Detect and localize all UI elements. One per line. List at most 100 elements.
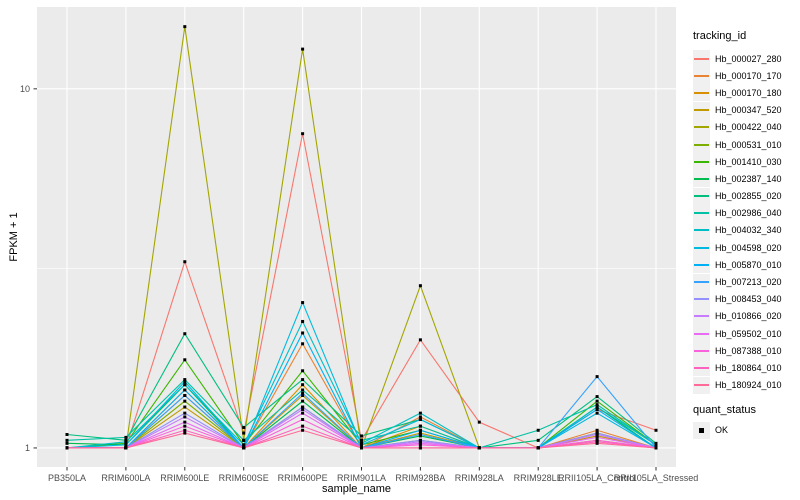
legend-key <box>693 376 710 394</box>
data-point <box>301 405 305 409</box>
data-point <box>65 438 69 442</box>
legend-line-swatch <box>694 143 709 146</box>
legend-key <box>693 307 710 325</box>
data-point <box>595 403 599 407</box>
data-point <box>301 378 305 382</box>
legend-key <box>693 290 710 308</box>
data-point <box>301 301 305 305</box>
legend-item: Hb_000422_040 <box>693 118 782 136</box>
data-point <box>183 260 187 264</box>
legend-line-swatch <box>694 366 709 369</box>
data-point <box>360 438 363 442</box>
data-point <box>183 411 187 415</box>
data-point <box>477 446 481 450</box>
data-point <box>418 428 422 432</box>
data-point <box>301 428 305 432</box>
legend-item-label: Hb_000531_010 <box>715 139 782 150</box>
x-tick-label: RRIM600PE <box>278 473 328 483</box>
legend-item-label: Hb_000170_180 <box>715 87 782 98</box>
x-tick-label: RRIM928LA <box>455 473 504 483</box>
legend-line-swatch <box>694 384 709 387</box>
legend-key <box>693 187 710 205</box>
data-point <box>595 435 599 439</box>
data-point <box>654 443 658 447</box>
data-point <box>183 393 187 397</box>
x-tick-label: RRIM928LE <box>514 473 563 483</box>
data-point <box>183 405 187 409</box>
legend-key <box>693 67 710 85</box>
x-tick-label: PB350LA <box>48 473 86 483</box>
legend-title-tracking-id: tracking_id <box>693 30 747 42</box>
data-point <box>418 440 422 444</box>
data-point <box>301 418 305 422</box>
legend-key <box>693 273 710 291</box>
legend-line-swatch <box>694 263 709 266</box>
legend-item: Hb_000170_170 <box>693 67 782 85</box>
data-point <box>242 431 246 435</box>
legend-line-swatch <box>694 281 709 284</box>
data-point <box>360 434 363 438</box>
legend-key <box>693 153 710 171</box>
data-point <box>301 411 305 415</box>
legend-item: Hb_008453_040 <box>693 290 782 308</box>
legend-item-ok: OK <box>693 421 782 439</box>
legend-item-label: Hb_005870_010 <box>715 259 782 270</box>
x-tick-label: RRIM600LE <box>160 473 209 483</box>
legend-item: Hb_007213_020 <box>693 273 782 291</box>
data-point <box>536 446 540 450</box>
legend-line-swatch <box>694 109 709 112</box>
legend-line-swatch <box>694 74 709 77</box>
data-point <box>183 399 187 403</box>
legend-line-swatch <box>694 195 709 198</box>
data-point <box>654 428 658 432</box>
legend-item-label: Hb_002855_020 <box>715 191 782 202</box>
data-point <box>418 443 422 447</box>
data-point <box>595 405 599 409</box>
data-point <box>301 319 305 323</box>
legend-item: Hb_004032_340 <box>693 221 782 239</box>
data-point <box>595 395 599 399</box>
data-point <box>595 440 599 444</box>
data-point <box>183 431 187 435</box>
legend-line-swatch <box>694 160 709 163</box>
data-point <box>183 424 187 428</box>
data-point <box>360 441 363 445</box>
legend-item-label: Hb_180924_010 <box>715 380 782 391</box>
legend-item: Hb_001410_030 <box>693 153 782 171</box>
legend-line-swatch <box>694 91 709 94</box>
legend-item-label: Hb_008453_040 <box>715 294 782 305</box>
legend-item-label: Hb_180864_010 <box>715 362 782 373</box>
data-point <box>418 433 422 437</box>
data-point <box>183 420 187 424</box>
legend-key <box>693 136 710 154</box>
data-point <box>654 446 658 450</box>
legend-item-label: Hb_087388_010 <box>715 345 782 356</box>
legend-item: Hb_000027_280 <box>693 50 782 68</box>
legend-item-label: Hb_002986_040 <box>715 208 782 219</box>
data-point <box>595 399 599 403</box>
data-point <box>418 424 422 428</box>
legend-title-quant-status: quant_status <box>693 403 756 416</box>
legend-item: Hb_000531_010 <box>693 136 782 154</box>
data-point <box>301 424 305 428</box>
quant-status-label: OK <box>715 425 729 436</box>
data-point <box>301 388 305 392</box>
data-point <box>477 420 481 424</box>
data-point <box>418 338 422 342</box>
legend-key <box>693 256 710 274</box>
data-point <box>183 332 187 336</box>
data-point <box>595 411 599 415</box>
legend-line-swatch <box>694 177 709 180</box>
legend-item: Hb_000170_180 <box>693 84 782 102</box>
legend-line-swatch <box>694 229 709 232</box>
data-point <box>360 446 363 450</box>
data-point <box>65 433 69 437</box>
legend-item: Hb_002986_040 <box>693 204 782 222</box>
legend-key <box>693 101 710 119</box>
legend-key <box>693 325 710 343</box>
legend-item: Hb_180864_010 <box>693 359 782 377</box>
x-tick-label: RRIM600LA <box>101 473 150 483</box>
data-point <box>418 441 422 445</box>
legend-item-label: Hb_001410_030 <box>715 156 782 167</box>
data-point <box>183 25 187 29</box>
